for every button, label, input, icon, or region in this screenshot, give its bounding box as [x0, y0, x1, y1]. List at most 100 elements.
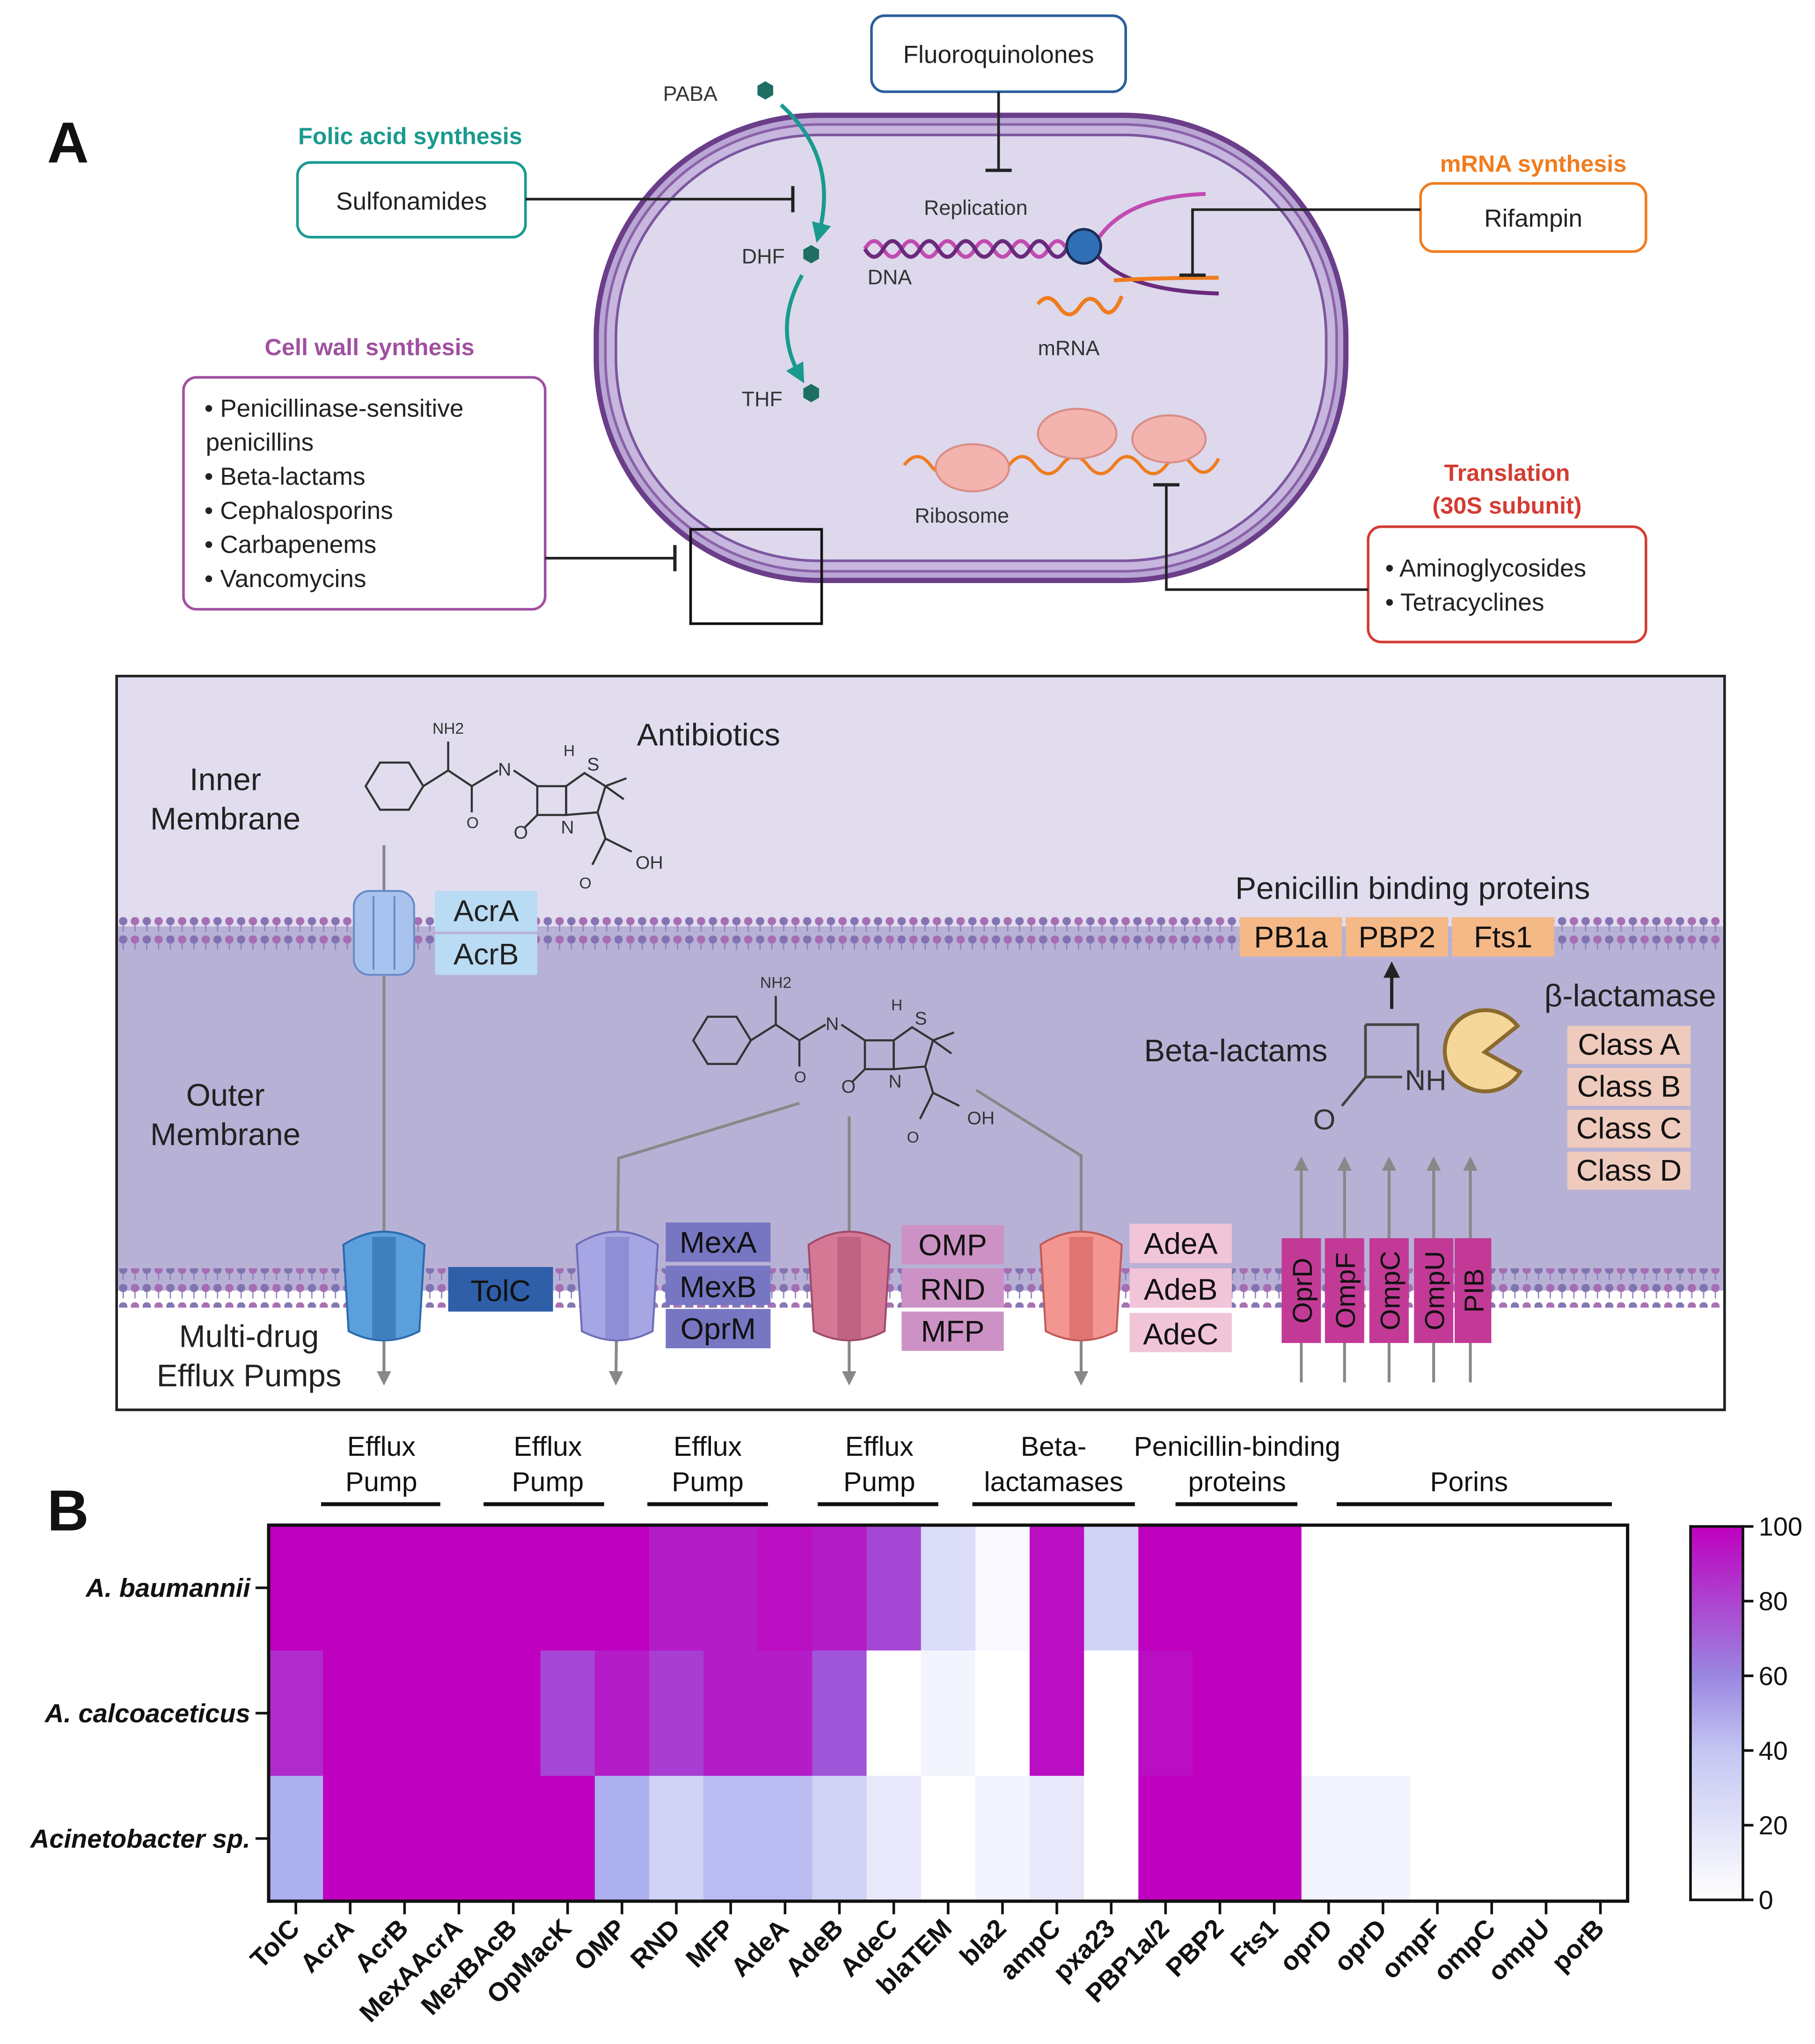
molecule-atom-label: NH2 — [432, 720, 464, 737]
heatmap-cell — [377, 1525, 433, 1651]
heatmap-cell — [540, 1525, 596, 1651]
omp-label: RND — [920, 1273, 986, 1307]
group-header: Pump — [672, 1467, 744, 1497]
mrna-label: mRNA — [1038, 336, 1100, 360]
heatmap-cell — [812, 1525, 868, 1651]
heatmap-cell — [594, 1650, 650, 1777]
heatmap-column-label: AdeA — [725, 1913, 794, 1982]
heatmap-cell — [975, 1650, 1031, 1777]
dhf-label: DHF — [742, 245, 785, 268]
group-header: Efflux — [347, 1431, 416, 1462]
beta-lactams-label: Beta-lactams — [1144, 1033, 1327, 1068]
efflux-pumps-label: Multi-drug — [179, 1319, 319, 1354]
heatmap-cell — [1247, 1650, 1303, 1777]
group-header: Porins — [1430, 1467, 1508, 1497]
porin-label: OprD — [1288, 1258, 1318, 1323]
group-header: Efflux — [513, 1431, 582, 1462]
translation-item: • Aminoglycosides — [1385, 555, 1587, 582]
thf-hexagon-icon — [803, 384, 819, 402]
heatmap-cell — [540, 1650, 596, 1777]
heatmap-cell — [323, 1525, 378, 1651]
heatmap-cell — [1355, 1650, 1411, 1777]
heatmap-cell — [1519, 1650, 1574, 1777]
lactamase-class-label: Class A — [1578, 1028, 1680, 1061]
heatmap-cell — [1573, 1650, 1629, 1777]
colorbar-tick-label: 80 — [1759, 1586, 1788, 1616]
heatmap-cell — [649, 1525, 704, 1651]
translation-title: Translation — [1444, 460, 1570, 486]
pbp-label: Fts1 — [1474, 920, 1532, 954]
ade-label: AdeA — [1144, 1227, 1218, 1261]
heatmap-row-labels: A. baumannii A. calcoaceticus Acinetobacte… — [29, 1573, 269, 1853]
inner-membrane-label: Inner — [190, 762, 261, 797]
heatmap-column-label: porB — [1545, 1913, 1610, 1977]
pbp-title: Penicillin binding proteins — [1235, 871, 1590, 906]
heatmap-col-labels: TolCAcrAAcrBMexAAcrAMexBAcBOpMacKOMPRNDM… — [244, 1901, 1610, 2028]
molecule-atom-label: OH — [967, 1108, 995, 1128]
heatmap-cell — [594, 1775, 650, 1902]
ribosome-icon — [1131, 414, 1207, 464]
efflux-pumps-label: Efflux Pumps — [157, 1358, 342, 1393]
heatmap-row-label: Acinetobacter sp. — [29, 1824, 250, 1853]
translation-subtitle: (30S subunit) — [1432, 492, 1581, 519]
dhf-hexagon-icon — [803, 245, 819, 263]
heatmap-cell — [921, 1650, 976, 1777]
heatmap-cell — [1030, 1650, 1085, 1777]
tolc-pump-icon — [342, 1230, 426, 1342]
dhf-to-thf-arrow — [785, 274, 805, 384]
colorbar-tick-label: 40 — [1759, 1736, 1788, 1765]
cell-wall-box — [182, 376, 547, 611]
heatmap-column-label: TolC — [244, 1913, 305, 1974]
molecule-atom-label: O — [579, 875, 592, 892]
heatmap-cell — [1193, 1775, 1248, 1902]
fluoroquinolones-label: Fluoroquinolones — [903, 41, 1094, 68]
heatmap-cell — [812, 1775, 868, 1902]
heatmap-cell — [1138, 1775, 1194, 1902]
antibiotic-molecule-icon — [364, 741, 632, 866]
heatmap-cell — [649, 1775, 704, 1902]
colorbar-tick-label: 0 — [1759, 1885, 1773, 1915]
mex-pump-icon — [575, 1230, 659, 1342]
molecule-atom-label: OH — [636, 853, 663, 873]
antibiotics-label: Antibiotics — [637, 717, 780, 752]
heatmap-cell — [1193, 1650, 1248, 1777]
colorbar-ticks: 100 80 60 40 20 0 — [1742, 1512, 1802, 1915]
rifampin-box — [1419, 182, 1647, 253]
acra-label: AcrA — [454, 894, 519, 927]
omp-label: MFP — [921, 1314, 985, 1348]
heatmap-cell — [703, 1525, 759, 1651]
heatmap-column-label: ompU — [1482, 1913, 1555, 1986]
group-header: Pump — [843, 1467, 915, 1497]
heatmap-cell — [432, 1775, 487, 1902]
heatmap-cell — [1410, 1775, 1465, 1902]
heatmap-cell — [377, 1650, 433, 1777]
ribosome-icon — [1037, 408, 1118, 460]
translation-item: • Tetracyclines — [1385, 589, 1544, 616]
heatmap-column-label: PBP2 — [1160, 1913, 1229, 1982]
heatmap-cell — [269, 1525, 324, 1651]
heatmap-cell — [758, 1775, 813, 1902]
nh-label: NH — [1405, 1065, 1447, 1097]
molecule-atom-label: N — [888, 1072, 901, 1092]
cell-wall-item: • Cephalosporins — [205, 497, 393, 525]
pbp-label: PB1a — [1254, 920, 1328, 954]
group-header: Beta- — [1021, 1431, 1087, 1462]
porin-columns — [1281, 1238, 1492, 1343]
heatmap-cell — [921, 1775, 976, 1902]
heatmap-cell — [975, 1525, 1031, 1651]
heatmap-cell — [486, 1650, 542, 1777]
dna-helix — [863, 192, 1219, 316]
inner-membrane-label: Membrane — [150, 801, 300, 836]
ribosome-label: Ribosome — [915, 504, 1009, 527]
paba-to-dhf-arrow — [779, 103, 831, 243]
cell-wall-item: penicillins — [206, 429, 314, 456]
ade-label: AdeB — [1144, 1273, 1218, 1307]
heatmap-cell — [1519, 1775, 1574, 1902]
porin-label: PIB — [1459, 1269, 1490, 1313]
panel-a-label: A — [47, 110, 89, 175]
omp-pump-icon — [807, 1230, 891, 1342]
heatmap-cell — [377, 1775, 433, 1902]
colorbar — [1689, 1525, 1744, 1901]
molecule-atom-label: O — [794, 1069, 806, 1086]
group-headers: Efflux Pump Efflux Pump Efflux Pump Effl… — [321, 1431, 1612, 1506]
